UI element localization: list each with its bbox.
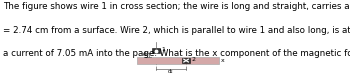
Bar <box>152 48 160 53</box>
Text: d₁: d₁ <box>142 52 148 58</box>
Text: x: x <box>221 58 225 63</box>
Text: = 2.74 cm from a surface. Wire 2, which is parallel to wire 1 and also long, is : = 2.74 cm from a surface. Wire 2, which … <box>3 26 350 35</box>
Text: 1: 1 <box>161 47 165 52</box>
Bar <box>182 58 190 63</box>
Text: The figure shows wire 1 in cross section; the wire is long and straight, carries: The figure shows wire 1 in cross section… <box>3 2 350 11</box>
Bar <box>137 57 219 64</box>
Text: 2: 2 <box>191 57 195 62</box>
Text: a current of 7.05 mA into the page. What is the x component of the magnetic forc: a current of 7.05 mA into the page. What… <box>3 49 350 58</box>
Text: d₂: d₂ <box>168 69 174 74</box>
